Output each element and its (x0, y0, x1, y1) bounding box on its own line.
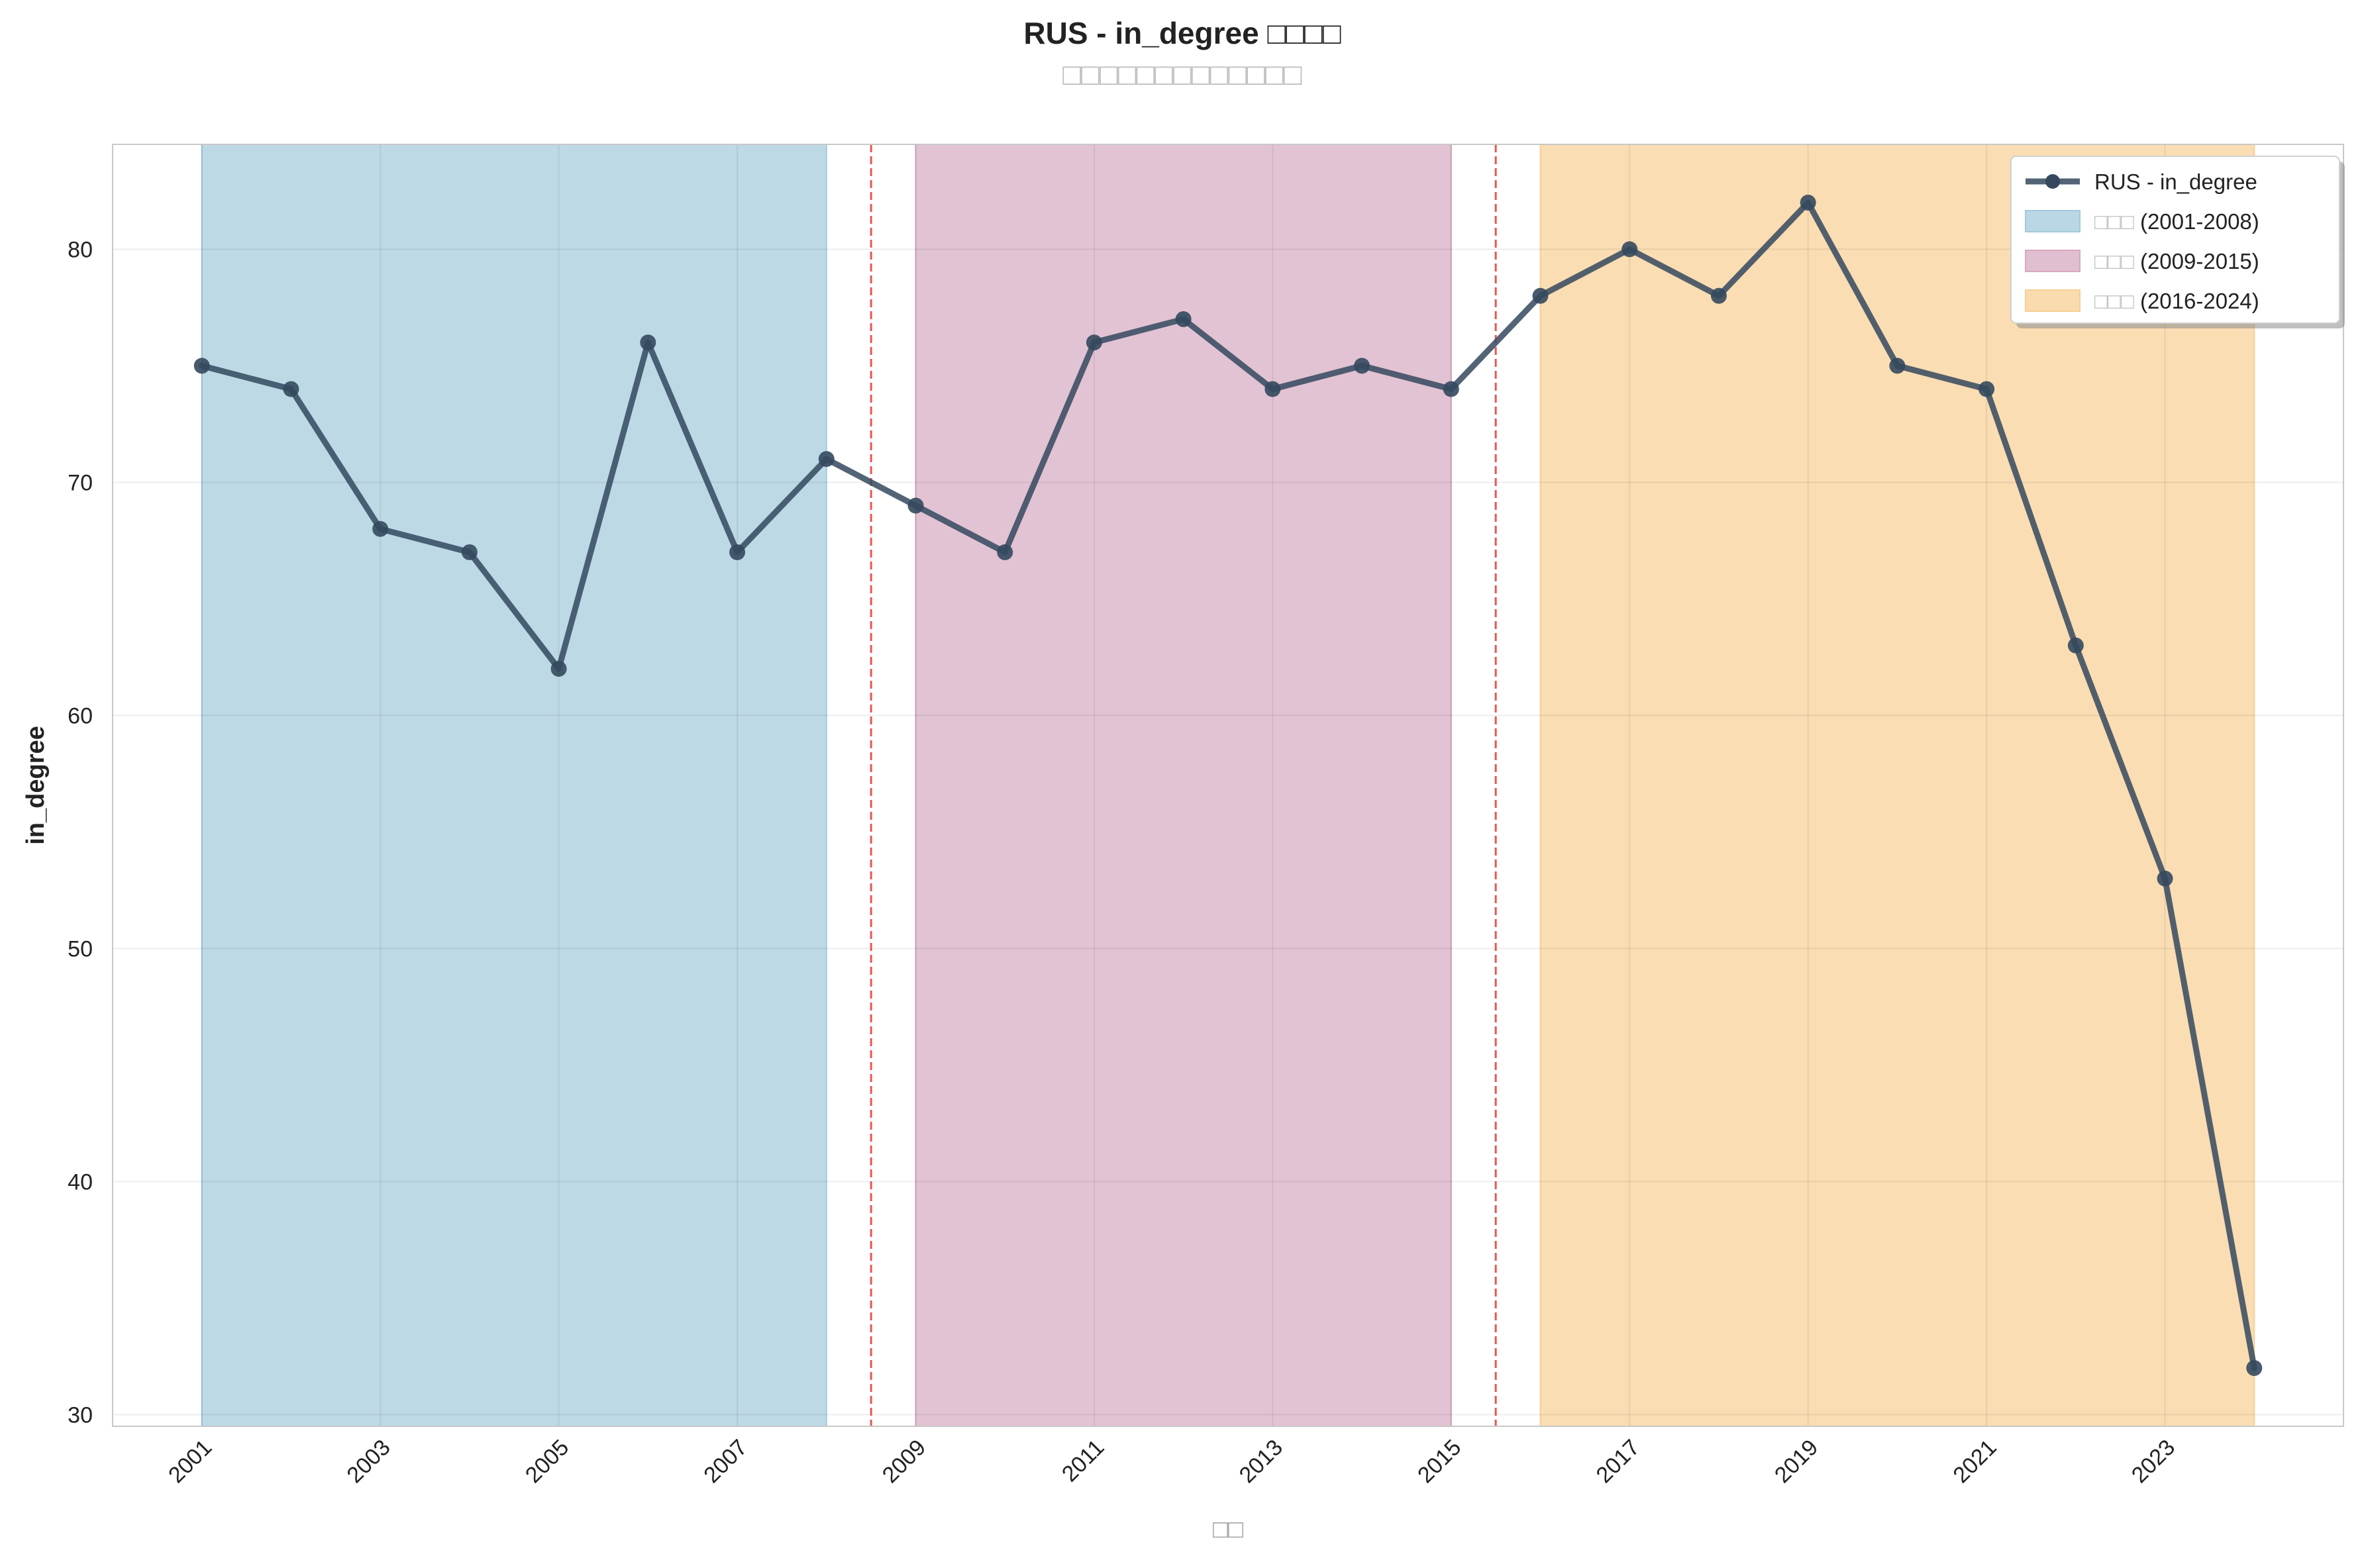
legend-box (2010, 156, 2340, 324)
legend-label-period-1: □□□ (2001-2008) (2094, 209, 2259, 234)
legend-period-range: (2016-2024) (2140, 289, 2259, 313)
y-tick-label: 50 (68, 936, 93, 961)
series-line (199, 199, 2257, 1371)
data-point (1264, 381, 1281, 397)
data-point (1889, 358, 1906, 374)
x-tick-label: 2001 (164, 1435, 217, 1488)
legend-period-range: (2001-2008) (2140, 209, 2259, 234)
legend-swatch-period-3 (2025, 289, 2081, 312)
period-band-2 (915, 144, 1452, 1427)
legend-swatch-period-2 (2025, 250, 2081, 272)
chart-subtitle: □□□□□□□□□□□□□ (1062, 57, 1302, 91)
data-point (1443, 381, 1459, 397)
data-point (193, 358, 210, 374)
plot-frame (112, 144, 2344, 1427)
x-axis-label: □□ (1213, 1516, 1243, 1544)
y-axis-label: in_degree (22, 726, 50, 845)
legend: RUS - in_degree□□□ (2001-2008)□□□ (2009-… (2010, 156, 2345, 328)
x-tick-label: 2007 (699, 1435, 752, 1488)
legend-label-series: RUS - in_degree (2094, 170, 2257, 194)
series-layer (193, 195, 2263, 1376)
period-dividers (870, 144, 1497, 1426)
data-point (1354, 358, 1370, 374)
grid-lines (113, 144, 2343, 1426)
period-bands (201, 144, 2255, 1427)
data-point (2246, 1360, 2263, 1376)
period-band-3 (1539, 144, 2255, 1427)
data-point (2067, 637, 2084, 654)
data-point (2157, 870, 2173, 887)
x-tick-label: 2013 (1235, 1435, 1288, 1488)
x-tick-label: 2005 (521, 1435, 574, 1488)
x-tick-label: 2017 (1592, 1435, 1645, 1488)
x-tick-label: 2003 (342, 1435, 395, 1488)
data-point (1979, 381, 1995, 397)
y-tick-label: 40 (68, 1169, 93, 1195)
x-tick-label: 2011 (1057, 1435, 1109, 1487)
data-point (1532, 287, 1549, 304)
legend-label-period-3: □□□ (2016-2024) (2094, 289, 2259, 313)
x-tick-label: 2021 (1948, 1435, 2001, 1488)
data-point (550, 661, 567, 677)
data-point (372, 520, 389, 537)
period-band-1 (201, 144, 827, 1427)
y-tick-label: 70 (68, 470, 93, 495)
legend-swatch-period-1 (2025, 210, 2081, 232)
legend-period-name: □□□ (2094, 209, 2140, 234)
data-point (640, 334, 656, 351)
data-point (461, 544, 478, 560)
data-point (907, 497, 924, 514)
data-point (1800, 195, 1816, 211)
chart-title: RUS - in_degree □□□□ (1023, 16, 1341, 50)
legend-period-name: □□□ (2094, 249, 2140, 273)
data-point (1086, 334, 1102, 351)
data-point (283, 381, 299, 397)
x-tick-labels: 2001 2003 2005 2007 2009 2011 2013 2015 2017 2019… (164, 1435, 2180, 1488)
legend-marker-swatch (2045, 174, 2060, 189)
legend-period-name: □□□ (2094, 289, 2140, 313)
data-point (1621, 241, 1638, 258)
legend-period-range: (2009-2015) (2140, 249, 2259, 273)
x-tick-label: 2023 (2127, 1435, 2180, 1488)
y-tick-labels: 30 40 50 60 70 80 (68, 237, 93, 1428)
x-tick-label: 2019 (1770, 1435, 1823, 1488)
data-point (1710, 287, 1727, 304)
y-tick-label: 80 (68, 237, 93, 262)
x-tick-label: 2009 (878, 1435, 931, 1488)
y-tick-label: 30 (68, 1402, 93, 1428)
data-point (1175, 311, 1192, 327)
data-point (997, 544, 1013, 560)
y-tick-label: 60 (68, 703, 93, 728)
x-tick-label: 2015 (1413, 1435, 1466, 1488)
data-point (818, 451, 835, 467)
legend-label-period-2: □□□ (2009-2015) (2094, 249, 2259, 273)
data-point (729, 544, 746, 560)
